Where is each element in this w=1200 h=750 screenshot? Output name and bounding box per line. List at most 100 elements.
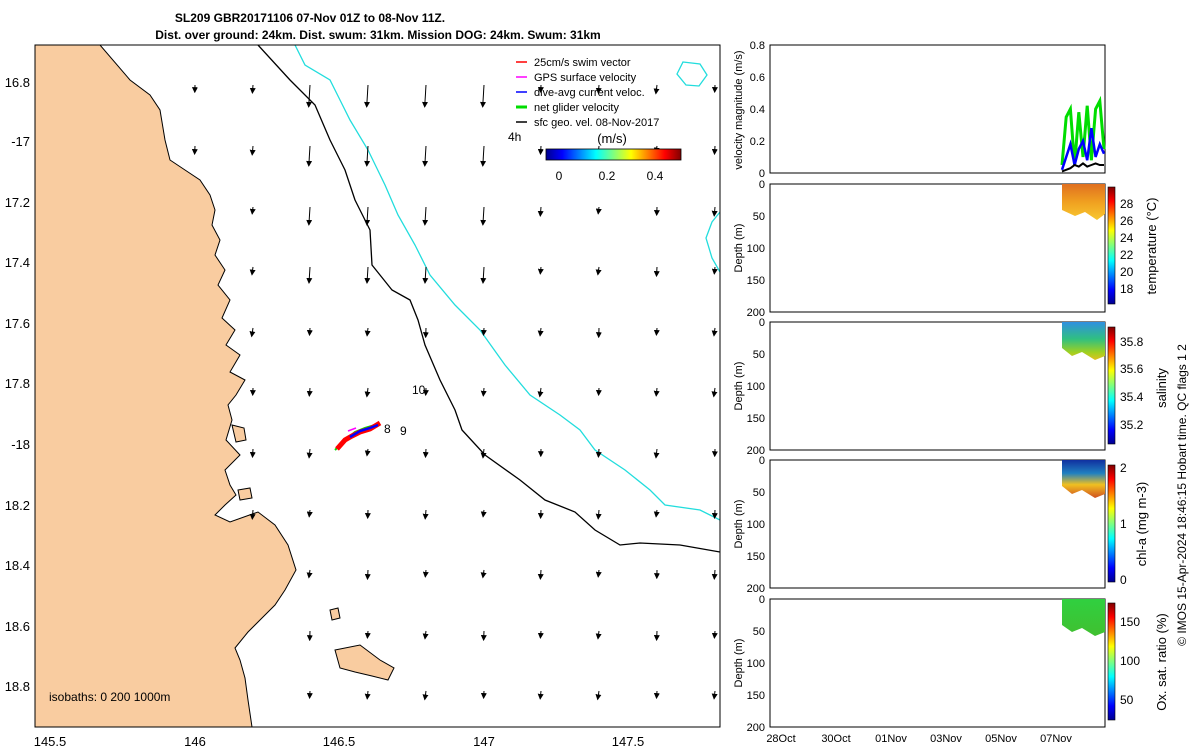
current-arrow	[595, 569, 602, 578]
velocity-panel: 0.8 0.6 0.4 0.2 0 velocity magnitude (m/…	[733, 40, 1106, 180]
current-arrow	[480, 266, 487, 284]
oxygen-cb-tick: 100	[1120, 654, 1140, 668]
map-y-tick: -18	[11, 437, 30, 452]
time-tick: 03Nov	[930, 733, 962, 745]
current-arrow	[249, 206, 256, 215]
current-arrow	[595, 630, 602, 640]
map-y-tick: -17	[11, 134, 30, 149]
current-arrow	[595, 509, 602, 520]
depth-tick: 150	[747, 551, 765, 563]
current-arrow	[422, 206, 429, 226]
map-x-tick: 146	[184, 734, 206, 749]
geo-velocity-field	[191, 84, 718, 701]
imos-credit: © IMOS 15-Apr-2024 18:46:15 Hobart time.…	[1175, 344, 1189, 646]
current-arrow	[422, 569, 429, 578]
depth-tick: 150	[747, 413, 765, 425]
current-arrow	[422, 690, 429, 701]
velocity-ylabel: velocity magnitude (m/s)	[733, 50, 745, 169]
current-arrow	[711, 206, 718, 217]
current-arrow	[306, 569, 313, 579]
colorbar-tick: 0.4	[647, 169, 664, 183]
current-arrow	[249, 266, 256, 276]
chlorophyll-cb-tick: 2	[1120, 461, 1127, 475]
map-y-tick: 18.2	[5, 498, 30, 513]
velocity-series-line	[1060, 128, 1106, 171]
time-label: 4h	[508, 130, 521, 144]
current-arrow	[422, 266, 429, 284]
current-arrow	[653, 690, 660, 700]
current-arrow	[653, 327, 660, 336]
map-frame	[34, 44, 721, 728]
current-arrow	[422, 509, 429, 520]
legend-item: dive-avg current veloc.	[534, 87, 645, 99]
land-coastline	[35, 45, 297, 727]
salinity-cb-tick: 35.2	[1120, 418, 1144, 432]
current-arrow	[537, 630, 544, 639]
track-label-8: 8	[384, 422, 391, 436]
time-axis: 28Oct 30Oct 01Nov 03Nov 05Nov 07Nov	[766, 733, 1072, 745]
current-arrow	[537, 387, 544, 398]
map-y-tick: 18.8	[5, 679, 30, 694]
current-arrow	[537, 266, 544, 275]
velocity-series	[1060, 95, 1106, 173]
current-arrow	[306, 509, 313, 518]
current-arrow	[249, 327, 256, 338]
time-tick: 30Oct	[821, 733, 850, 745]
velocity-series-line	[1061, 162, 1104, 173]
track-label-10: 10	[412, 383, 426, 397]
legend-item: net glider velocity	[534, 102, 619, 114]
map-legend: 25cm/s swim vector GPS surface velocity …	[508, 57, 682, 183]
map-x-tick: 146.5	[323, 734, 356, 749]
current-arrow	[595, 690, 602, 701]
depth-tick: 0	[759, 179, 765, 191]
salinity-ylabel: Depth (m)	[733, 362, 745, 411]
depth-tick: 100	[747, 243, 765, 255]
oxygen-ylabel: Depth (m)	[733, 639, 745, 688]
current-arrow	[711, 145, 718, 156]
isobath-1000m-east	[705, 211, 720, 273]
current-arrow	[306, 387, 313, 397]
depth-tick: 0	[759, 594, 765, 606]
current-arrow	[249, 84, 256, 94]
map-y-tick: 18.4	[5, 558, 30, 573]
map-y-tick: 17.8	[5, 376, 30, 391]
colorbar-title: (m/s)	[597, 131, 627, 146]
legend-item: sfc geo. vel. 08-Nov-2017	[534, 117, 659, 129]
speed-colorbar	[545, 148, 682, 161]
chlorophyll-section	[1062, 460, 1105, 498]
current-arrow	[306, 448, 313, 459]
oxygen-section	[1062, 599, 1105, 636]
current-arrow	[595, 84, 602, 94]
depth-tick: 0	[759, 317, 765, 329]
oxygen-axes	[769, 598, 1106, 728]
current-arrow	[653, 387, 660, 397]
vel-y-tick: 0.4	[750, 104, 765, 116]
current-arrow	[537, 569, 544, 580]
salinity-cb-tick: 35.4	[1120, 390, 1144, 404]
oxygen-cb-label: Ox. sat. ratio (%)	[1154, 613, 1169, 711]
title-line-2: Dist. over ground: 24km. Dist. swum: 31k…	[155, 28, 600, 42]
current-arrow	[306, 266, 313, 284]
temperature-cb-tick: 22	[1120, 248, 1134, 262]
salinity-cb-tick: 35.8	[1120, 335, 1144, 349]
time-tick: 01Nov	[875, 733, 907, 745]
vel-y-tick: 0	[759, 168, 765, 180]
glider-track	[334, 420, 382, 451]
current-arrow	[653, 448, 660, 459]
current-arrow	[595, 448, 602, 458]
depth-tick: 50	[753, 487, 765, 499]
chlorophyll-panel: 0 50 100 150 200 Depth (m) 2 1 0 chl-a (…	[733, 455, 1149, 595]
isobath-200m	[257, 45, 720, 553]
vel-y-tick: 0.6	[750, 72, 765, 84]
current-arrow	[711, 690, 718, 700]
depth-tick: 150	[747, 690, 765, 702]
map-x-axis: 145.5 146 146.5 147 147.5	[34, 734, 645, 749]
current-arrow	[480, 206, 487, 226]
current-arrow	[364, 327, 371, 337]
time-tick: 07Nov	[1040, 733, 1072, 745]
current-arrow	[595, 266, 602, 276]
temperature-cb-tick: 18	[1120, 282, 1134, 296]
depth-tick: 0	[759, 455, 765, 467]
salinity-cb-tick: 35.6	[1120, 362, 1144, 376]
oxygen-cb-tick: 150	[1120, 615, 1140, 629]
